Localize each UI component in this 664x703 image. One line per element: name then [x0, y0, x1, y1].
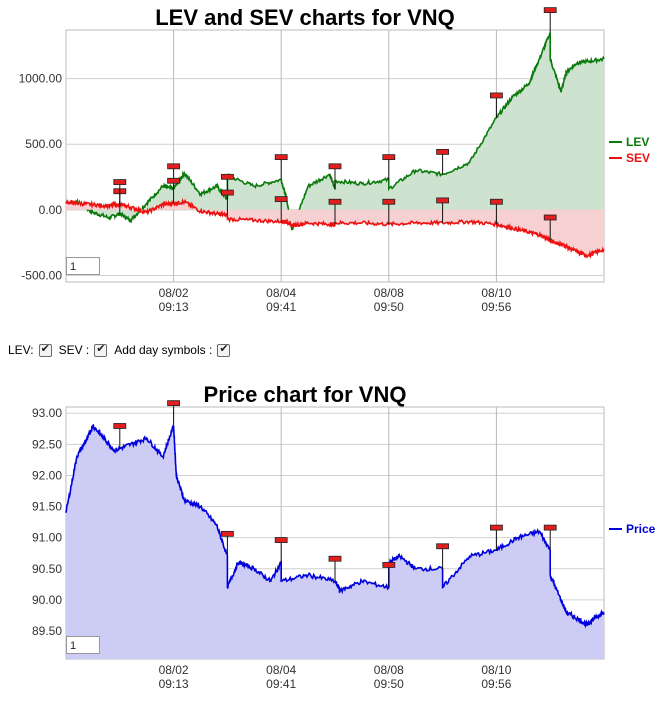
lev-day-symbol-flag: [489, 92, 503, 99]
lev-day-symbol-flag: [220, 189, 234, 196]
price-day-symbol-flag: [489, 524, 503, 531]
lev-day-symbol-flag: [167, 177, 181, 184]
lev-day-symbol-flag: [167, 163, 181, 170]
lev-y-tick-label: 500.00: [25, 137, 62, 151]
price-day-symbols: [113, 400, 557, 588]
lev-legend: LEV SEV: [609, 135, 650, 165]
lev-toggle-label: LEV:: [8, 343, 34, 357]
lev-day-symbol-flag: [436, 197, 450, 204]
lev-axis-labels: 1000.00500.000.00-500.0008/0209:1308/040…: [19, 72, 512, 314]
lev-checkbox[interactable]: [38, 342, 52, 357]
lev-day-symbol-flag: [113, 179, 127, 185]
series-toggle-row: LEV: SEV : Add day symbols :: [8, 342, 234, 357]
price-axis-labels: 93.00 92.50 92.00 91.50 91.00 90.50 90.00 89.50…: [32, 406, 512, 691]
price-x-tick-date: 08/10: [481, 663, 511, 677]
sev-checkbox[interactable]: [94, 342, 108, 357]
price-day-symbol-flag: [220, 530, 234, 537]
lev-day-symbols: [113, 7, 557, 240]
price-day-symbol-flag: [274, 537, 288, 543]
lev-zoom-input[interactable]: 1: [66, 257, 100, 275]
price-y-tick-label: 90.00: [32, 593, 62, 607]
day-symbols-label: Add day symbols :: [114, 343, 213, 357]
lev-lev-area: [66, 32, 604, 230]
lev-x-tick-time: 09:41: [266, 300, 296, 314]
lev-day-symbol-flag: [489, 198, 503, 205]
price-chart-title: Price chart for VNQ: [204, 382, 407, 407]
lev-x-tick-date: 08/04: [266, 286, 296, 300]
lev-day-symbol-flag: [382, 198, 396, 205]
lev-day-symbol-flag: [274, 196, 288, 203]
lev-day-symbol-flag: [274, 154, 288, 161]
price-y-tick-label: 91.00: [32, 531, 62, 545]
lev-day-symbol-flag: [328, 198, 342, 205]
price-price-line: [65, 423, 605, 629]
price-day-symbol-flag: [543, 524, 557, 531]
price-y-tick-label: 92.50: [32, 437, 62, 451]
price-day-symbol-flag: [328, 555, 342, 562]
lev-sev-area: [66, 200, 604, 257]
price-y-tick-label: 90.50: [32, 562, 62, 576]
price-zoom-input[interactable]: 1: [66, 636, 100, 654]
price-price-area: [66, 425, 604, 659]
price-y-tick-label: 91.50: [32, 500, 62, 514]
lev-x-tick-date: 08/02: [159, 286, 189, 300]
price-y-tick-label: 89.50: [32, 624, 62, 638]
lev-day-symbol-flag: [382, 154, 396, 161]
lev-x-tick-time: 09:56: [481, 300, 511, 314]
lev-sev-chart: LEV and SEV charts for VNQ 1000.00 500.00…: [19, 5, 650, 314]
price-chart: Price chart for VNQ 93.00 92.50 92.00 91.50…: [32, 382, 656, 691]
lev-y-tick-label: 0.00: [39, 203, 63, 217]
price-x-tick-time: 09:56: [481, 677, 511, 691]
price-day-symbol-flag: [113, 423, 127, 429]
lev-sev-line: [65, 197, 605, 259]
lev-x-tick-date: 08/08: [374, 286, 404, 300]
price-x-tick-time: 09:41: [266, 677, 296, 691]
lev-x-tick-time: 09:13: [159, 300, 189, 314]
price-legend: Price: [609, 522, 656, 536]
day-symbols-checkbox[interactable]: [217, 342, 231, 357]
price-day-symbol-flag: [436, 543, 450, 550]
lev-x-tick-time: 09:50: [374, 300, 404, 314]
lev-day-symbol-flag: [328, 163, 342, 170]
lev-x-tick-date: 08/10: [481, 286, 511, 300]
price-y-tick-label: 92.00: [32, 468, 62, 482]
lev-day-symbol-flag: [543, 214, 557, 221]
price-x-tick-date: 08/04: [266, 663, 296, 677]
price-day-symbol-flag: [382, 562, 396, 568]
price-plot: [65, 423, 605, 659]
price-x-tick-time: 09:50: [374, 677, 404, 691]
price-x-tick-date: 08/02: [159, 663, 189, 677]
sev-toggle-label: SEV :: [58, 343, 90, 357]
price-legend-label: Price: [626, 522, 656, 536]
price-y-tick-label: 93.00: [32, 406, 62, 420]
lev-day-symbol-flag: [543, 7, 557, 14]
price-x-tick-time: 09:13: [159, 677, 189, 691]
lev-legend-label: SEV: [626, 151, 650, 165]
lev-plot: [65, 32, 605, 259]
lev-day-symbol-flag: [220, 173, 234, 180]
lev-y-tick-label: -500.00: [21, 268, 62, 282]
lev-day-symbol-flag: [436, 148, 450, 155]
lev-chart-title: LEV and SEV charts for VNQ: [155, 5, 455, 30]
price-day-symbol-flag: [167, 400, 181, 407]
price-x-tick-date: 08/08: [374, 663, 404, 677]
lev-legend-label: LEV: [626, 135, 649, 149]
lev-y-tick-label: 1000.00: [19, 72, 63, 86]
